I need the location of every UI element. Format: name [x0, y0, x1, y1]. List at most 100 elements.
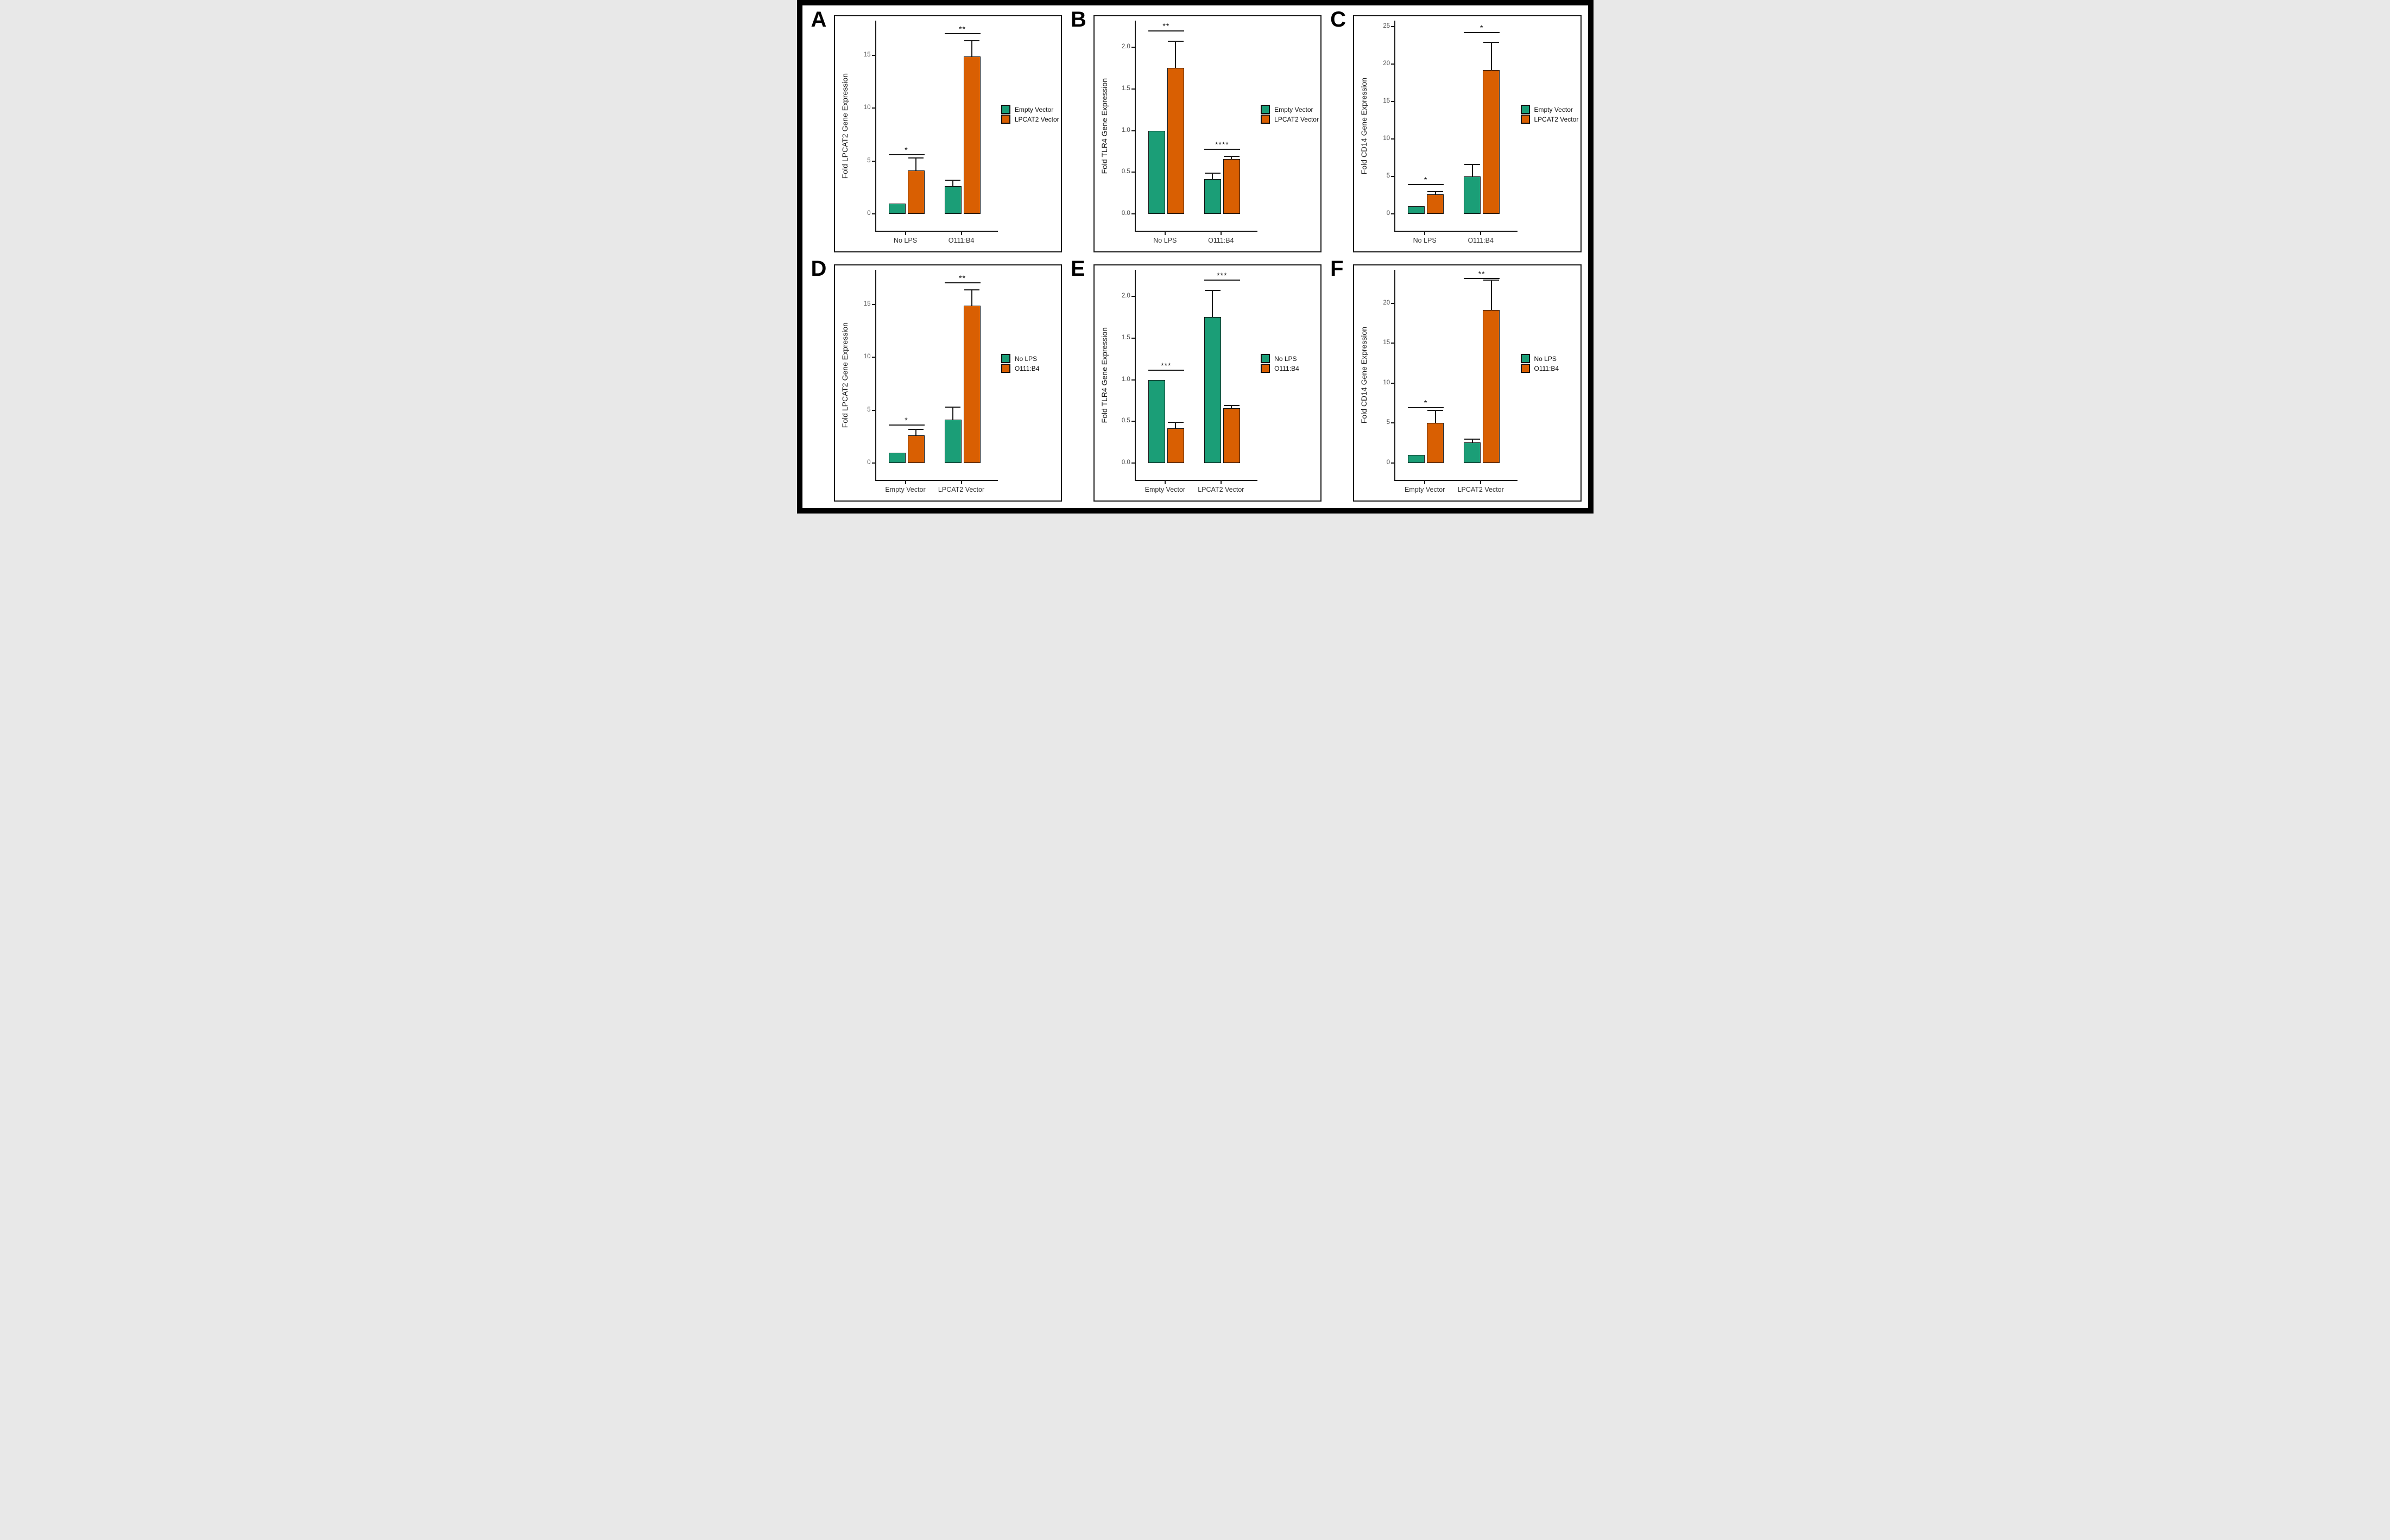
y-tick-mark: [1131, 172, 1136, 173]
bar-empty-vector-series1: [1408, 455, 1425, 464]
legend-label: No LPS: [1534, 354, 1557, 363]
error-bar-line: [1212, 290, 1213, 318]
x-axis-strip: Empty Vector LPCAT2 Vector: [1394, 481, 1517, 498]
plot-area: 0.0 0.5 1.0 1.5 2.0 *** ***: [1122, 270, 1258, 481]
significance-stars: *: [1479, 23, 1484, 32]
x-tick-mark: [1164, 481, 1166, 484]
bar-no-lps-series1: [1148, 130, 1165, 214]
y-axis-label-column: Fold LPCAT2 Gene Expression: [838, 270, 851, 498]
x-category-label: Empty Vector: [1145, 486, 1185, 493]
plot-column: 0 5 10 15 20 25 * * No LPS O111:B4: [1370, 21, 1518, 249]
bar-empty-vector-series1: [888, 452, 906, 464]
error-bar-cap: [1224, 156, 1240, 157]
significance-bracket: [944, 282, 981, 284]
legend-swatch-teal-green: [1520, 105, 1530, 114]
y-tick-label: 10: [863, 104, 871, 111]
y-tick-mark: [1391, 422, 1396, 424]
y-tick-label: 0: [867, 210, 871, 217]
legend-swatch-orange: [1261, 364, 1270, 373]
y-tick-label: 10: [863, 353, 871, 360]
y-tick-mark: [1131, 379, 1136, 381]
bar-lpcat2-vector-series2: [1483, 309, 1500, 464]
error-bar-line: [915, 429, 916, 436]
y-tick-label: 10: [1383, 135, 1390, 142]
legend-item: Empty Vector: [1520, 105, 1579, 114]
significance-stars: **: [959, 274, 966, 283]
error-bar-cap: [1483, 42, 1499, 43]
panel-box: Fold CD14 Gene Expression 0 5 10 15 20 * ** Em…: [1353, 264, 1582, 502]
y-tick-mark: [1391, 213, 1396, 215]
legend-item: O111:B4: [1520, 364, 1559, 373]
x-category-label: O111:B4: [948, 237, 975, 244]
plot-column: 0.0 0.5 1.0 1.5 2.0 ** **** No LPS O111:B4: [1111, 21, 1258, 249]
error-bar-line: [1490, 42, 1492, 71]
plot-column: 0.0 0.5 1.0 1.5 2.0 *** *** Empty Vector LPCAT2…: [1111, 270, 1258, 498]
panel-e: E Fold TLR4 Gene Expression 0.0 0.5 1.0 1.5…: [1066, 258, 1324, 505]
plot-column: 0 5 10 15 * ** No LPS O111:B4: [851, 21, 998, 249]
y-tick-label: 5: [867, 157, 871, 164]
y-tick-label: 15: [863, 301, 871, 308]
y-tick-mark: [1391, 462, 1396, 464]
bar-no-lps-series1: [888, 203, 906, 214]
error-bar-cap: [1464, 163, 1480, 165]
y-axis-label: Fold LPCAT2 Gene Expression: [840, 73, 849, 179]
error-bar-cap: [908, 157, 924, 159]
legend: Empty Vector LPCAT2 Vector: [1261, 105, 1319, 124]
x-category-label: LPCAT2 Vector: [1198, 486, 1244, 493]
significance-stars: *: [905, 416, 908, 425]
significance-stars: ***: [1161, 361, 1172, 370]
legend-item: LPCAT2 Vector: [1520, 115, 1579, 124]
figure-panel-grid: A Fold LPCAT2 Gene Expression 0 5 10 15 * ** …: [796, 0, 1594, 514]
y-tick-label: 1.5: [1121, 334, 1130, 341]
significance-bracket: [1464, 31, 1500, 33]
error-bar-line: [971, 289, 973, 306]
y-tick-label: 1.0: [1121, 376, 1130, 383]
significance-bracket: [1408, 407, 1444, 409]
x-category-label: No LPS: [1153, 237, 1177, 244]
x-tick-mark: [1424, 481, 1426, 484]
x-axis-strip: Empty Vector LPCAT2 Vector: [875, 481, 998, 498]
y-tick-mark: [1131, 296, 1136, 297]
panel-c: C Fold CD14 Gene Expression 0 5 10 15 20 25 * *…: [1326, 9, 1583, 256]
y-tick-label: 5: [867, 406, 871, 413]
panel-box: Fold CD14 Gene Expression 0 5 10 15 20 25 * * N…: [1353, 15, 1582, 252]
bar-no-lps-series2: [907, 170, 925, 214]
y-tick-label: 15: [1383, 339, 1390, 346]
error-bar-line: [1434, 191, 1436, 195]
error-bar-line: [952, 180, 954, 187]
panel-box: Fold TLR4 Gene Expression 0.0 0.5 1.0 1.5 2.…: [1093, 15, 1322, 252]
bar-empty-vector-series2: [907, 435, 925, 464]
significance-stars: **: [1478, 269, 1485, 278]
y-tick-label: 2.0: [1121, 293, 1130, 300]
plot-area: 0 5 10 15 * **: [864, 21, 998, 232]
y-tick-mark: [1131, 421, 1136, 422]
legend-label: O111:B4: [1014, 364, 1040, 372]
y-tick-mark: [1391, 343, 1396, 344]
bar-lpcat2-vector-series1: [1464, 442, 1481, 464]
legend-item: LPCAT2 Vector: [1001, 115, 1059, 124]
legend-swatch-orange: [1520, 115, 1530, 124]
legend-label: LPCAT2 Vector: [1534, 115, 1579, 123]
y-tick-label: 15: [1383, 98, 1390, 105]
y-tick-label: 0: [1386, 210, 1390, 217]
error-bar-line: [1471, 164, 1473, 177]
plot-area: 0 5 10 15 20 25 * *: [1383, 21, 1518, 232]
panel-box: Fold TLR4 Gene Expression 0.0 0.5 1.0 1.5 2.…: [1093, 264, 1322, 502]
significance-bracket: [888, 154, 925, 156]
y-tick-mark: [1391, 101, 1396, 103]
legend: No LPS O111:B4: [1001, 354, 1040, 373]
y-tick-mark: [1391, 302, 1396, 304]
error-bar-line: [952, 407, 954, 420]
bar-empty-vector-series2: [1167, 428, 1184, 464]
x-axis-strip: No LPS O111:B4: [1135, 232, 1257, 249]
legend: Empty Vector LPCAT2 Vector: [1001, 105, 1059, 124]
error-bar-line: [1231, 156, 1232, 159]
y-tick-label: 1.0: [1121, 126, 1130, 134]
y-tick-mark: [1131, 337, 1136, 339]
legend-swatch-teal-green: [1520, 354, 1530, 363]
y-axis-label-column: Fold TLR4 Gene Expression: [1098, 270, 1111, 498]
bar-lpcat2-vector-series2: [963, 306, 981, 464]
legend-item: No LPS: [1261, 354, 1299, 363]
y-tick-label: 10: [1383, 379, 1390, 386]
y-axis-label: Fold LPCAT2 Gene Expression: [840, 322, 849, 428]
